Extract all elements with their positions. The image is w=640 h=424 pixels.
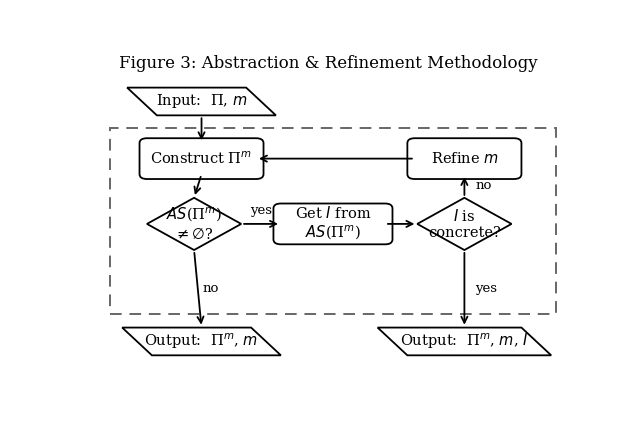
Text: Get $I$ from
$AS$(Π$^m$): Get $I$ from $AS$(Π$^m$) xyxy=(295,205,371,243)
Text: Output:  Π$^m$, $m$, $I$: Output: Π$^m$, $m$, $I$ xyxy=(400,332,529,351)
Text: no: no xyxy=(203,282,220,295)
FancyBboxPatch shape xyxy=(408,138,522,179)
Text: Refine $m$: Refine $m$ xyxy=(431,151,499,166)
Text: $I$ is
concrete?: $I$ is concrete? xyxy=(428,208,500,240)
Text: yes: yes xyxy=(250,204,272,217)
FancyBboxPatch shape xyxy=(273,204,392,244)
Polygon shape xyxy=(127,88,276,115)
Text: Input:  Π, $m$: Input: Π, $m$ xyxy=(156,92,247,111)
Polygon shape xyxy=(417,198,511,250)
Text: Output:  Π$^m$, $m$: Output: Π$^m$, $m$ xyxy=(145,332,259,351)
Text: yes: yes xyxy=(476,282,497,295)
FancyBboxPatch shape xyxy=(140,138,264,179)
Text: no: no xyxy=(476,179,492,192)
Text: Construct Π$^m$: Construct Π$^m$ xyxy=(150,151,253,167)
Polygon shape xyxy=(378,328,551,355)
Text: $AS$(Π$^m$)
$\neq\emptyset$?: $AS$(Π$^m$) $\neq\emptyset$? xyxy=(166,206,222,242)
Polygon shape xyxy=(122,328,281,355)
Text: Figure 3: Abstraction & Refinement Methodology: Figure 3: Abstraction & Refinement Metho… xyxy=(118,56,538,73)
Polygon shape xyxy=(147,198,241,250)
